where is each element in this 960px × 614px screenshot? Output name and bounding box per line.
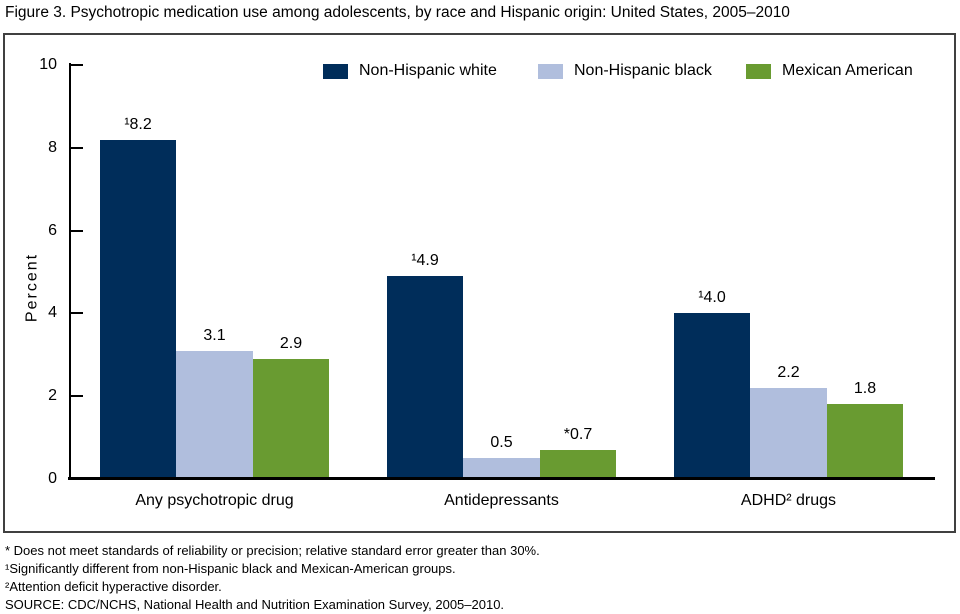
- footnote-reliability: * Does not meet standards of reliability…: [5, 543, 540, 558]
- legend-swatch-non-hispanic-black: [538, 63, 563, 79]
- y-axis-tick-label: 8: [48, 138, 57, 156]
- bar: [750, 387, 827, 479]
- x-axis-line: [68, 477, 935, 480]
- y-axis-tick-label: 2: [48, 387, 57, 405]
- bar: [386, 276, 464, 479]
- bar: [539, 450, 617, 479]
- figure-title: Figure 3. Psychotropic medication use am…: [5, 4, 790, 21]
- bar: [826, 404, 904, 479]
- bar-value-label: ¹8.2: [124, 115, 152, 133]
- bar-value-label: 3.1: [203, 326, 226, 344]
- legend-item-mexican-american: Mexican American: [746, 62, 913, 80]
- y-axis-tick-label: 6: [48, 221, 57, 239]
- legend-item-non-hispanic-white: Non-Hispanic white: [323, 62, 497, 80]
- footnote-significance: ¹Significantly different from non-Hispan…: [5, 561, 456, 576]
- y-axis-line: [69, 63, 71, 479]
- bar: [252, 358, 330, 479]
- category-label-antidepressants: Antidepressants: [444, 492, 559, 509]
- y-axis-tick: [71, 312, 83, 315]
- legend-label: Non-Hispanic white: [359, 62, 497, 79]
- bar-value-label: ¹4.9: [411, 252, 439, 270]
- legend-swatch-non-hispanic-white: [323, 63, 348, 79]
- y-axis-tick-label: 4: [48, 304, 57, 322]
- bar-value-label: 2.9: [279, 334, 303, 352]
- y-axis-tick-label: 0: [48, 470, 57, 487]
- footnotes: * Does not meet standards of reliability…: [5, 542, 955, 614]
- legend-item-non-hispanic-black: Non-Hispanic black: [538, 62, 712, 80]
- bar-value-label: 1.8: [853, 380, 877, 398]
- y-axis-tick-label: 10: [39, 56, 57, 73]
- y-axis-tick: [71, 146, 83, 149]
- y-axis-tick: [71, 395, 83, 398]
- bar: [99, 139, 177, 479]
- bar-value-label: *0.7: [563, 426, 593, 444]
- y-axis-tick: [71, 64, 83, 66]
- footnote-adhd-definition: ²Attention deficit hyperactive disorder.: [5, 579, 222, 594]
- y-axis-tick: [71, 229, 83, 232]
- footnote-source: SOURCE: CDC/NCHS, National Health and Nu…: [5, 597, 505, 612]
- bar: [176, 350, 253, 479]
- bar-value-label: ¹4.0: [698, 289, 726, 307]
- legend-label: Non-Hispanic black: [574, 62, 712, 79]
- bar: [463, 458, 540, 479]
- category-label-adhd-drugs: ADHD² drugs: [740, 492, 837, 509]
- bar: [673, 313, 751, 479]
- bar-value-label: 2.2: [777, 363, 800, 381]
- legend-swatch-mexican-american: [746, 63, 771, 79]
- bar-value-label: 0.5: [490, 434, 513, 452]
- legend-label: Mexican American: [782, 62, 913, 79]
- category-label-any-psychotropic-drug: Any psychotropic drug: [135, 492, 294, 509]
